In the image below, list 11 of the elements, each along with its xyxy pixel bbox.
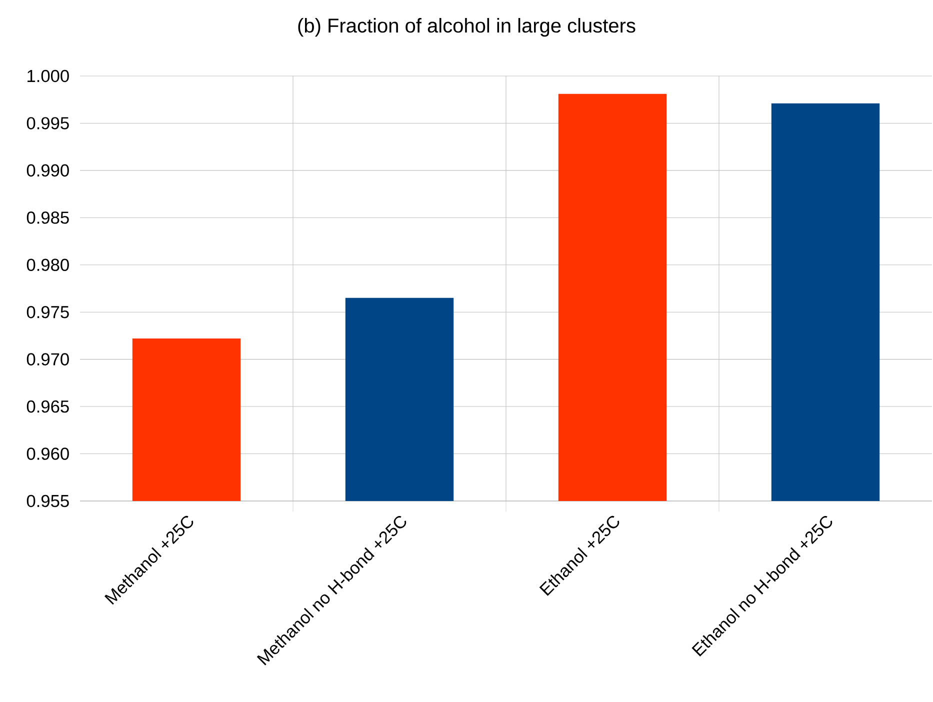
y-tick-label: 0.970 [26,353,69,366]
y-tick-label: 0.955 [26,494,69,508]
y-tick-label: 0.965 [26,400,69,413]
y-tick-label: 1.000 [28,70,69,82]
y-tick-label: 0.990 [26,164,69,177]
chart-title: (b) Fraction of alcohol in large clusters [298,18,636,37]
y-tick-label: 0.960 [26,448,69,460]
y-tick-label: 0.975 [26,306,69,318]
y-tick-label: 0.995 [26,117,69,130]
y-tick-label: 0.980 [26,258,69,272]
y-tick-label: 0.985 [26,212,69,224]
